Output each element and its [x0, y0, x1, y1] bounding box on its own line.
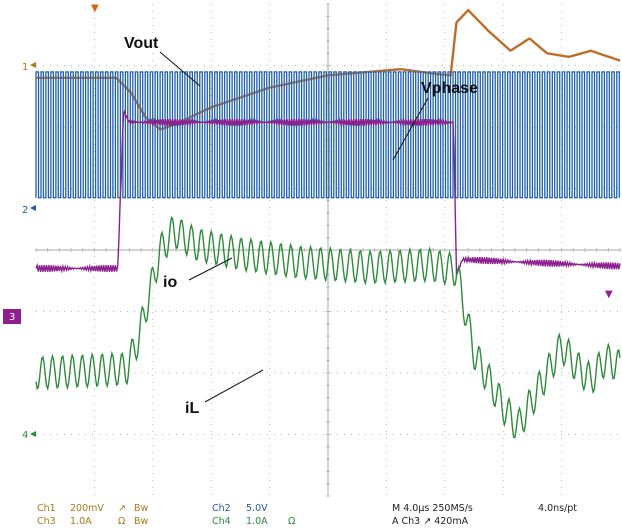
ch2-marker-arrow: [30, 205, 36, 211]
readout-resolution: 4.0ns/pt: [538, 503, 577, 514]
readout-trigger: A Ch3 ↗ 420mA: [392, 516, 469, 527]
ch4-marker-arrow: [30, 431, 36, 437]
annotation-il-pointer: [204, 369, 264, 403]
readout-ch3-bw: Bw: [134, 516, 149, 527]
ch3-marker-label: 3: [9, 312, 15, 323]
ch1-marker-arrow: [30, 62, 36, 68]
readout-ch3-ohm: Ω: [118, 516, 125, 527]
readout-ch1: Ch1: [37, 503, 56, 514]
ch4-marker: 4: [22, 430, 36, 441]
ch3-trigger-level-marker: ▼: [605, 289, 613, 300]
readout-ch1-scale: 200mV: [70, 503, 104, 514]
scope-readout: Ch1 200mV ↗ Bw Ch2 5.0V M 4.0µs 250MS/s …: [37, 503, 577, 527]
readout-ch2: Ch2: [212, 503, 231, 514]
annotation-vout: Vout: [124, 35, 159, 52]
readout-ch4-ohm: Ω: [288, 516, 295, 527]
ch1-marker-label: 1: [22, 62, 28, 73]
annotation-io-pointer: [188, 257, 233, 281]
traces: [35, 8, 621, 439]
readout-ch1-coupling: ↗: [118, 503, 126, 514]
ch3-marker: 3: [3, 309, 21, 324]
readout-ch3: Ch3: [37, 516, 56, 527]
readout-ch4-scale: 1.0A: [246, 516, 268, 527]
series-il-line: [35, 215, 621, 439]
ch3-marker-box: [3, 309, 21, 324]
readout-ch3-scale: 1.0A: [70, 516, 92, 527]
series-vphase-line: [35, 71, 620, 199]
series-io-line: [35, 108, 621, 278]
grid: [35, 3, 621, 497]
ch1-marker: 1: [22, 62, 36, 73]
ch2-marker: 2: [22, 205, 36, 216]
ch4-marker-label: 4: [22, 430, 28, 441]
ch2-marker-label: 2: [22, 205, 28, 216]
readout-ch1-bw: Bw: [134, 503, 149, 514]
readout-ch4: Ch4: [212, 516, 231, 527]
annotation-il: iL: [185, 400, 199, 417]
readout-ch2-scale: 5.0V: [246, 503, 268, 514]
annotation-vphase: Vphase: [421, 80, 478, 97]
annotation-vphase-pointer: [392, 97, 429, 161]
annotation-io: io: [163, 274, 177, 291]
trigger-position-marker: ▼: [91, 3, 99, 14]
annotation-vout-pointer: [159, 51, 201, 87]
readout-timebase: M 4.0µs 250MS/s: [392, 503, 473, 514]
